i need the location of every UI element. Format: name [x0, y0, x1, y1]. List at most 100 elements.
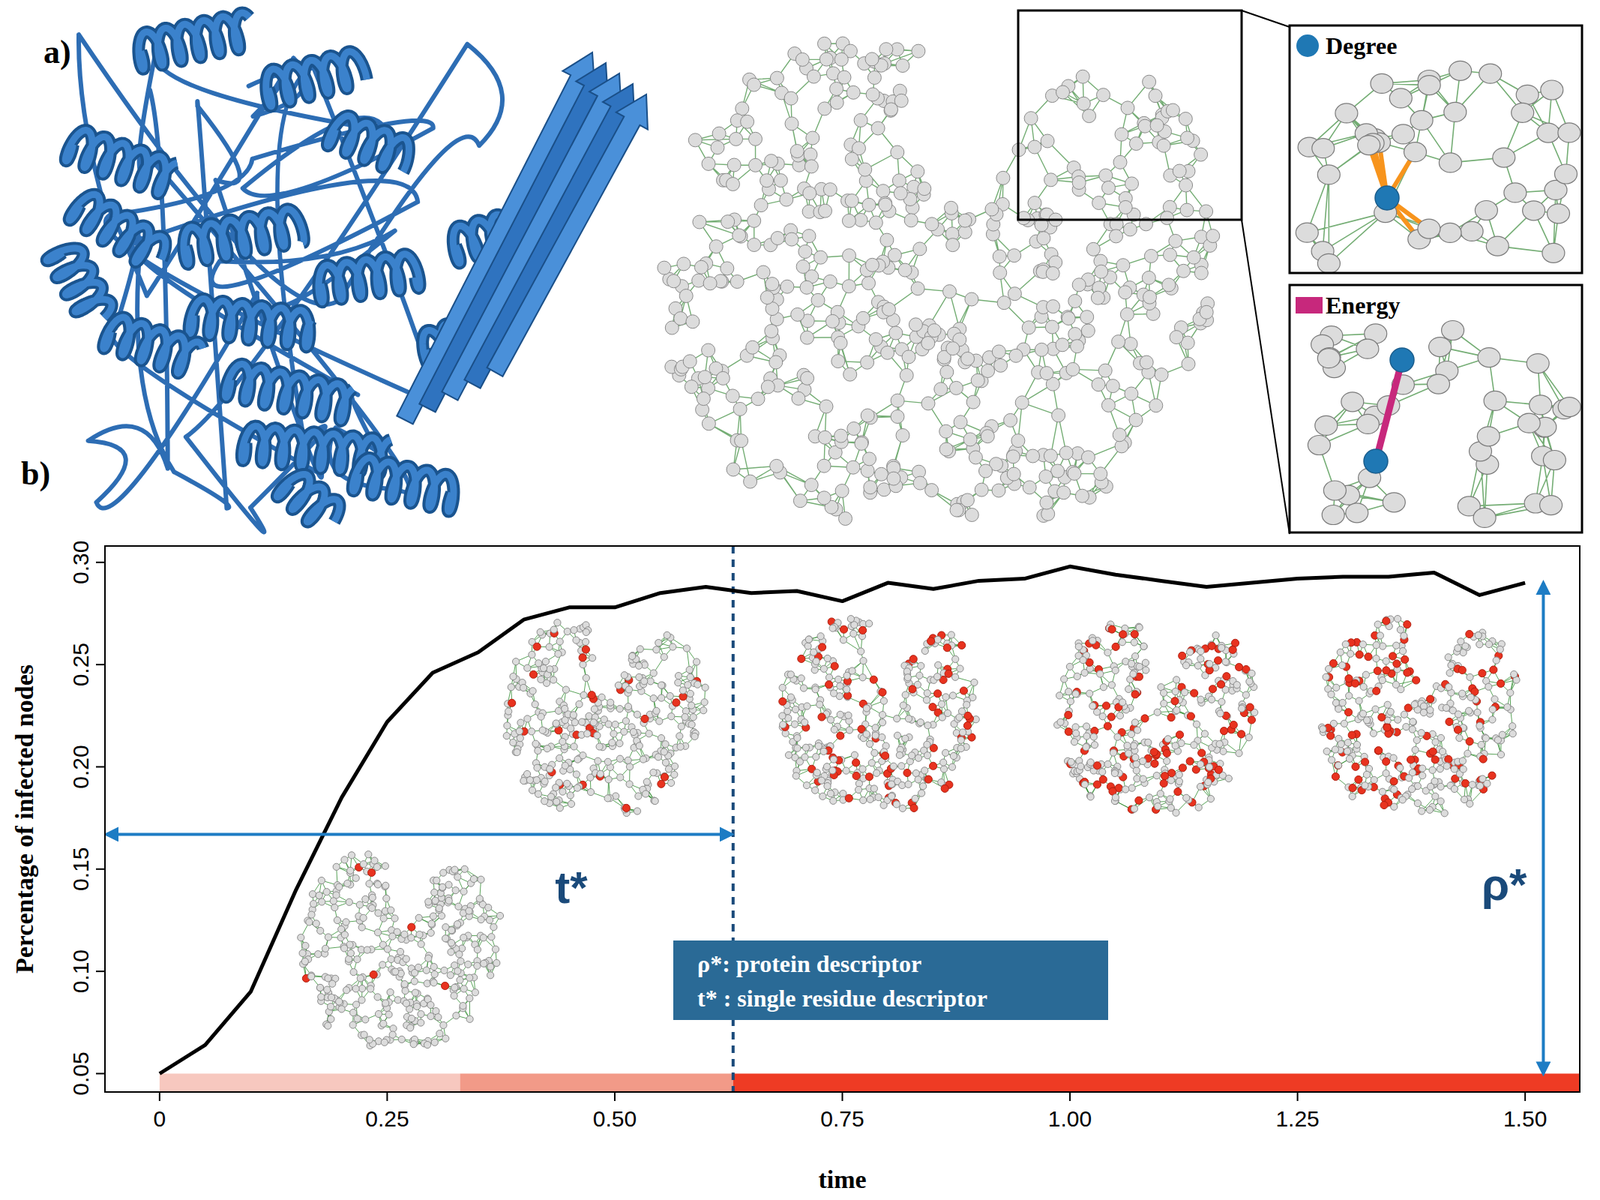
- network-node: [826, 790, 834, 798]
- network-node: [392, 967, 399, 975]
- network-node: [534, 790, 542, 798]
- network-node: [868, 759, 875, 767]
- network-node: [1072, 729, 1080, 737]
- network-node: [1139, 355, 1154, 369]
- network-node: [779, 721, 787, 729]
- network-node: [1022, 480, 1037, 495]
- network-node: [964, 508, 979, 522]
- network-node: [1144, 248, 1158, 263]
- network-node: [949, 692, 956, 699]
- network-node: [1139, 775, 1147, 783]
- network-node: [817, 713, 826, 721]
- network-node: [353, 955, 361, 963]
- network-node: [447, 939, 455, 947]
- network-node: [963, 701, 971, 708]
- network-node: [940, 784, 949, 792]
- network-node: [829, 82, 844, 96]
- network-node: [802, 782, 810, 789]
- network-node: [1335, 103, 1358, 123]
- network-node: [780, 279, 795, 294]
- network-node: [934, 661, 942, 669]
- network-node: [476, 895, 483, 902]
- network-node: [590, 705, 598, 713]
- network-node: [803, 702, 811, 710]
- network-node: [819, 52, 833, 66]
- network-edges: [1318, 330, 1570, 519]
- network-node: [1128, 784, 1136, 792]
- network-node: [677, 722, 685, 730]
- network-node: [1317, 253, 1340, 273]
- network-node: [429, 912, 437, 920]
- network-node: [383, 894, 390, 902]
- network-node: [882, 302, 896, 316]
- network-node: [493, 958, 501, 966]
- network-node: [550, 676, 558, 684]
- network-node: [683, 644, 690, 652]
- network-node: [820, 665, 827, 672]
- network-node: [382, 999, 390, 1007]
- network-node: [520, 777, 528, 785]
- network-node: [895, 59, 910, 73]
- network-node: [749, 158, 763, 172]
- network-node: [795, 52, 809, 66]
- network-node: [428, 919, 435, 927]
- network-node: [360, 1030, 368, 1038]
- network-node: [779, 712, 786, 720]
- network-node: [654, 753, 662, 761]
- network-node: [797, 674, 805, 682]
- network-node: [674, 672, 682, 680]
- network-node: [747, 77, 762, 92]
- helix-highlight: [138, 12, 250, 69]
- network-node: [913, 242, 927, 256]
- network-node: [329, 897, 337, 905]
- network-node: [324, 1021, 332, 1029]
- network-node: [836, 731, 845, 740]
- network-node: [1045, 266, 1060, 281]
- network-node: [616, 740, 624, 747]
- network-node: [1090, 290, 1105, 305]
- network-node: [417, 1018, 425, 1026]
- helix: [183, 209, 304, 265]
- network-node: [1164, 735, 1172, 743]
- network-node: [890, 393, 905, 408]
- network-node: [660, 748, 668, 756]
- network-node: [938, 713, 946, 721]
- network-node: [688, 133, 702, 147]
- network-node: [1080, 310, 1094, 324]
- network-node: [641, 714, 649, 723]
- network-node: [324, 933, 332, 941]
- network-node: [852, 771, 860, 780]
- network-node: [566, 791, 574, 799]
- network-node: [841, 279, 856, 294]
- network-node: [624, 703, 632, 711]
- network-node: [441, 981, 450, 989]
- network-node: [456, 976, 464, 983]
- network-node: [1212, 632, 1220, 639]
- network-node: [1046, 299, 1061, 314]
- network-node: [371, 856, 378, 864]
- network-node: [1162, 749, 1171, 757]
- network-node: [1093, 467, 1108, 481]
- network-node: [1102, 701, 1110, 710]
- network-node: [842, 248, 857, 263]
- helix-highlight: [266, 51, 368, 107]
- label-patch: [1292, 287, 1443, 323]
- network-node: [684, 681, 692, 689]
- network-node: [1228, 645, 1237, 654]
- network-node: [647, 677, 654, 685]
- network-node: [677, 743, 684, 750]
- network-node: [1317, 164, 1340, 185]
- network-node: [665, 765, 672, 773]
- network-node: [956, 665, 964, 672]
- network-node: [802, 186, 817, 201]
- network-node: [1150, 118, 1164, 132]
- network-node: [873, 769, 881, 777]
- network-node: [668, 713, 675, 720]
- network-node: [310, 900, 318, 908]
- inset-frame: [1289, 284, 1583, 533]
- network-node: [503, 722, 511, 729]
- network-node: [442, 1034, 450, 1042]
- network-node: [410, 977, 418, 985]
- network-node: [992, 249, 1007, 264]
- network-node: [963, 432, 977, 447]
